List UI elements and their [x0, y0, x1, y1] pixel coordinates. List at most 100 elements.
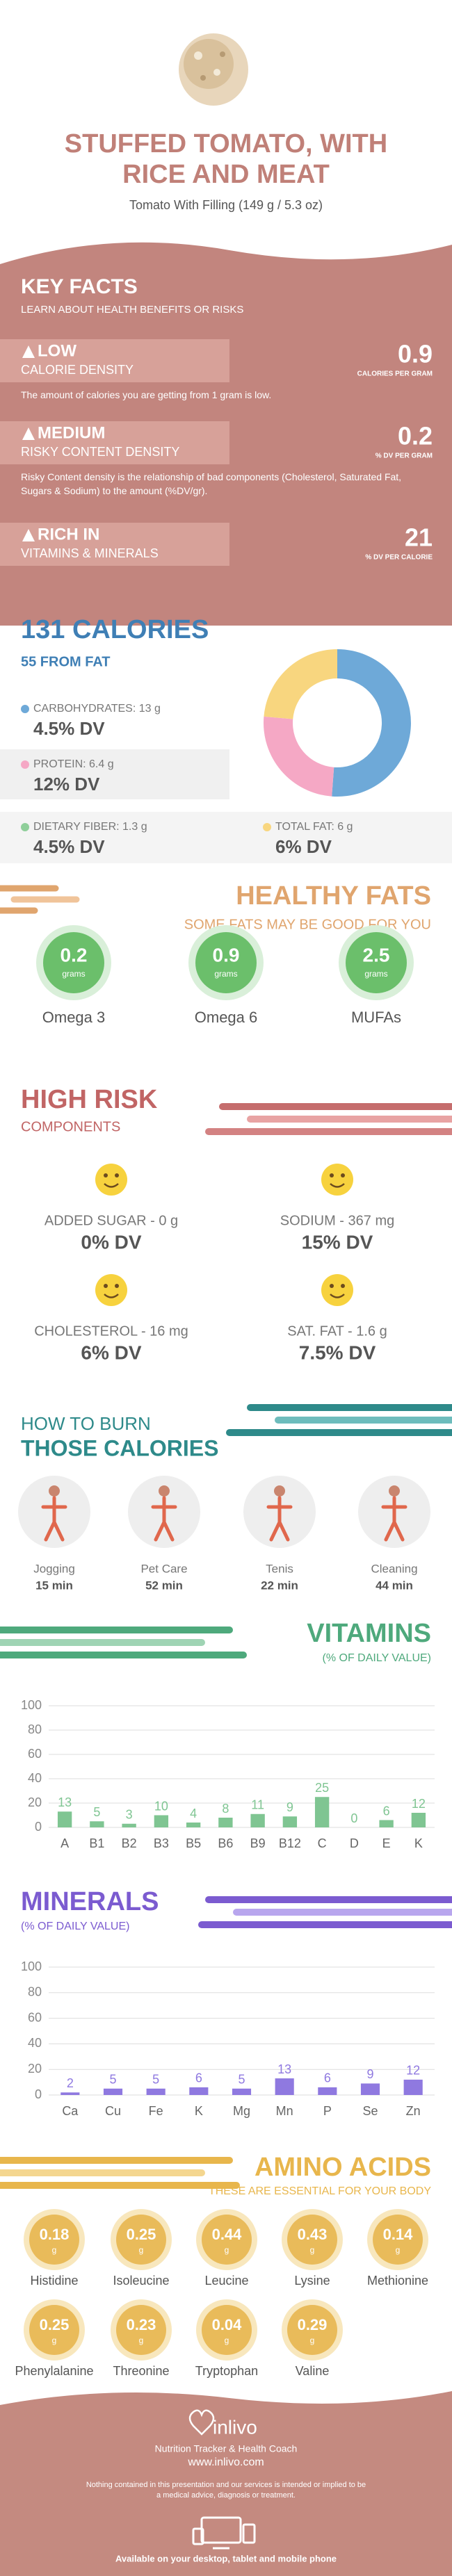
nutrient-dot [21, 705, 29, 713]
amino-unit: g [52, 2335, 57, 2345]
fat-value: 0.9 [213, 944, 240, 965]
nutrient-dot [21, 760, 29, 769]
fact-unit: % DV PER CALORIE [365, 554, 433, 562]
section-title: HOW TO BURN [21, 1413, 151, 1434]
x-tick-label: Mg [233, 2104, 250, 2118]
smiley-eye [330, 1284, 334, 1288]
url: www.inlivo.com [187, 2456, 264, 2468]
amino-circle [287, 2305, 337, 2355]
amino-name: Phenylalanine [15, 2364, 93, 2378]
section-title: THOSE CALORIES [21, 1435, 218, 1460]
x-tick-label: B5 [186, 1836, 201, 1850]
fact-name: VITAMINS & MINERALS [21, 546, 159, 560]
amino-circle [116, 2305, 166, 2355]
value-label: 12 [412, 1797, 426, 1811]
x-tick-label: Mn [276, 2104, 293, 2118]
nutrient-label: CARBOHYDRATES: 13 g [33, 703, 161, 715]
smiley-eye [330, 1173, 334, 1177]
activity-name: Cleaning [371, 1562, 417, 1575]
amino-value: 0.18 [40, 2226, 70, 2243]
x-tick-label: Cu [105, 2104, 121, 2118]
amino-value: 0.04 [212, 2316, 243, 2333]
activity-name: Jogging [33, 1562, 75, 1575]
fats-stripes [0, 885, 80, 914]
bar [314, 1797, 330, 1827]
smiley-mouth [330, 1183, 345, 1188]
section-title: HIGH RISK [21, 1085, 158, 1114]
section-subtitle: LEARN ABOUT HEALTH BENEFITS OR RISKS [21, 304, 243, 316]
amino-circle [202, 2215, 252, 2265]
chart-subtitle: (% OF DAILY VALUE) [323, 1652, 431, 1664]
y-tick-label: 100 [21, 1698, 42, 1712]
value-label: 0 [350, 1811, 357, 1825]
y-tick-label: 20 [28, 1795, 42, 1809]
chart-subtitle: (% OF DAILY VALUE) [21, 1921, 129, 1932]
x-tick-label: B12 [279, 1836, 301, 1850]
bar [189, 2087, 209, 2095]
y-tick-label: 80 [28, 1722, 42, 1736]
smiley-eye [104, 1173, 108, 1177]
risk-label: SODIUM - 367 mg [280, 1213, 394, 1228]
value-label: 5 [238, 2073, 245, 2087]
amino-value: 0.25 [127, 2226, 156, 2243]
brand: inlivo [213, 2416, 257, 2438]
disclaimer: Nothing contained in this presentation a… [86, 2481, 366, 2500]
donut-segment [264, 716, 334, 797]
fact-icon [22, 529, 35, 541]
value-label: 5 [109, 2073, 116, 2087]
nutrient-dv: 4.5% DV [33, 836, 105, 857]
bar [146, 2088, 166, 2095]
subtitle: Tomato With Filling (149 g / 5.3 oz) [129, 198, 323, 212]
fact-level: RICH IN [38, 525, 99, 544]
chart-title: MINERALS [21, 1887, 159, 1916]
value-label: 5 [93, 1805, 100, 1819]
bar [103, 2088, 123, 2095]
value-label: 9 [366, 2067, 373, 2081]
section-title: AMINO ACIDS [255, 2153, 431, 2182]
amino-name: Isoleucine [113, 2274, 169, 2288]
smiley [95, 1274, 127, 1306]
x-tick-label: C [318, 1836, 327, 1850]
fact-icon [22, 427, 35, 440]
activity-figure [41, 1496, 67, 1542]
title: STUFFED TOMATO, WITH RICE AND MEAT [64, 129, 388, 189]
amino-circle [116, 2215, 166, 2265]
amino-circle [202, 2305, 252, 2355]
amino-value: 0.23 [127, 2316, 156, 2333]
amino-name: Threonine [113, 2364, 169, 2378]
amino-circle [29, 2305, 79, 2355]
smiley-eye [341, 1284, 345, 1288]
smiley-eye [104, 1284, 108, 1288]
x-tick-label: B9 [250, 1836, 266, 1850]
bar [403, 2079, 423, 2095]
value-label: 3 [126, 1808, 133, 1822]
risk-stripes [205, 1103, 452, 1135]
nutrient-dv: 4.5% DV [33, 718, 105, 739]
bar [318, 2087, 337, 2095]
value-label: 13 [277, 2062, 291, 2076]
smiley [321, 1164, 353, 1196]
section-subtitle: COMPONENTS [21, 1119, 120, 1134]
value-label: 12 [406, 2064, 420, 2078]
fact-value: 21 [405, 523, 433, 552]
section-title: HEALTHY FATS [236, 881, 431, 911]
value-label: 9 [286, 1800, 293, 1814]
device-icon [192, 2516, 256, 2550]
risk-label: CHOLESTEROL - 16 mg [34, 1323, 188, 1339]
bar [218, 1818, 233, 1827]
risk-dv: 0% DV [81, 1231, 141, 1253]
vitamin-stripes [0, 1627, 247, 1658]
bar [232, 2088, 252, 2095]
value-label: 11 [251, 1798, 264, 1812]
smiley-mouth [104, 1294, 119, 1298]
burn-stripes [226, 1404, 452, 1436]
smiley-eye [115, 1173, 119, 1177]
fact-description: Risky Content density is the relationshi… [21, 471, 402, 496]
section-subtitle: THESE ARE ESSENTIAL FOR YOUR BODY [209, 2185, 431, 2197]
fact-unit: CALORIES PER GRAM [357, 370, 433, 378]
fat-circle [43, 932, 104, 993]
chart-title: VITAMINS [307, 1619, 431, 1648]
fat-name: Omega 3 [42, 1009, 106, 1026]
x-tick-label: E [382, 1836, 391, 1850]
